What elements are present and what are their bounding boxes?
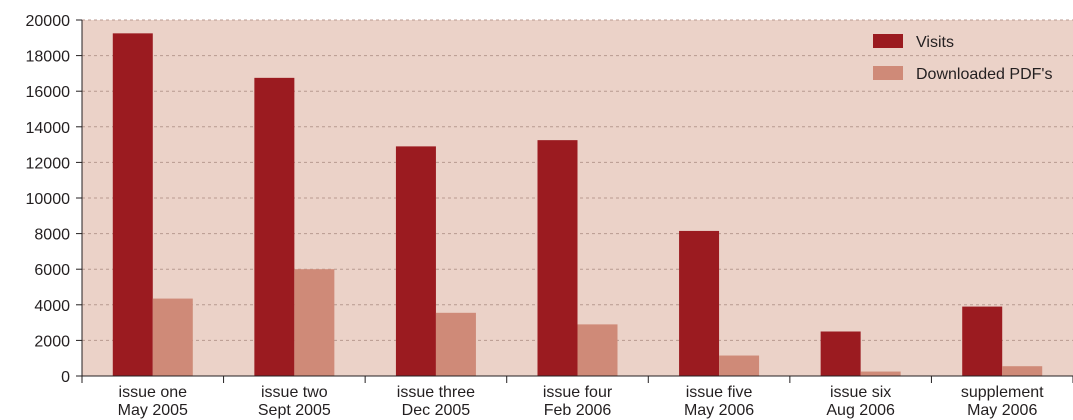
x-category-label: issue five: [686, 384, 753, 401]
downloads-bar: [719, 355, 760, 376]
visits-bar: [962, 306, 1003, 376]
downloads-bar: [294, 269, 335, 376]
x-category-date: Aug 2006: [826, 402, 895, 419]
y-tick-label: 2000: [34, 333, 70, 350]
downloads-bar: [1002, 366, 1043, 376]
bars: [112, 33, 1043, 376]
y-axis-ticks: 0 2000 4000 6000 8000 10000 12000 14000 16000 180…: [26, 13, 82, 386]
downloads-bar: [860, 371, 901, 376]
y-tick-label: 10000: [26, 191, 71, 208]
x-category-label: issue two: [261, 384, 328, 401]
y-tick-label: 4000: [34, 298, 70, 315]
x-category-date: Dec 2005: [402, 402, 471, 419]
x-category-label: supplement: [961, 384, 1044, 401]
legend-swatch-downloads: [873, 66, 903, 80]
x-category-label: issue three: [397, 384, 475, 401]
legend-swatch-visits: [873, 34, 903, 48]
x-category-date: May 2006: [967, 402, 1037, 419]
downloads-bar: [435, 312, 476, 376]
y-tick-label: 12000: [26, 155, 71, 172]
y-tick-label: 20000: [26, 13, 71, 30]
x-category-date: May 2005: [118, 402, 188, 419]
y-tick-label: 18000: [26, 49, 71, 66]
downloads-bar: [577, 324, 618, 376]
y-tick-label: 0: [61, 369, 70, 386]
y-tick-label: 6000: [34, 262, 70, 279]
visits-bar: [537, 140, 578, 376]
visits-bar: [679, 230, 720, 376]
y-tick-label: 14000: [26, 120, 71, 137]
x-category-label: issue one: [119, 384, 188, 401]
x-category-date: Feb 2006: [544, 402, 612, 419]
visits-bar: [112, 33, 153, 376]
y-tick-label: 8000: [34, 227, 70, 244]
legend-label-downloads: Downloaded PDF's: [916, 66, 1052, 83]
x-category-date: May 2006: [684, 402, 754, 419]
x-category-label: issue four: [543, 384, 613, 401]
visits-bar: [820, 331, 861, 376]
y-tick-label: 16000: [26, 84, 71, 101]
legend: Visits Downloaded PDF's: [873, 34, 1052, 83]
visits-bar: [395, 146, 436, 376]
visits-bar: [254, 77, 295, 376]
downloads-bar: [152, 298, 193, 376]
x-category-date: Sept 2005: [258, 402, 331, 419]
legend-label-visits: Visits: [916, 34, 954, 51]
x-category-label: issue six: [830, 384, 891, 401]
